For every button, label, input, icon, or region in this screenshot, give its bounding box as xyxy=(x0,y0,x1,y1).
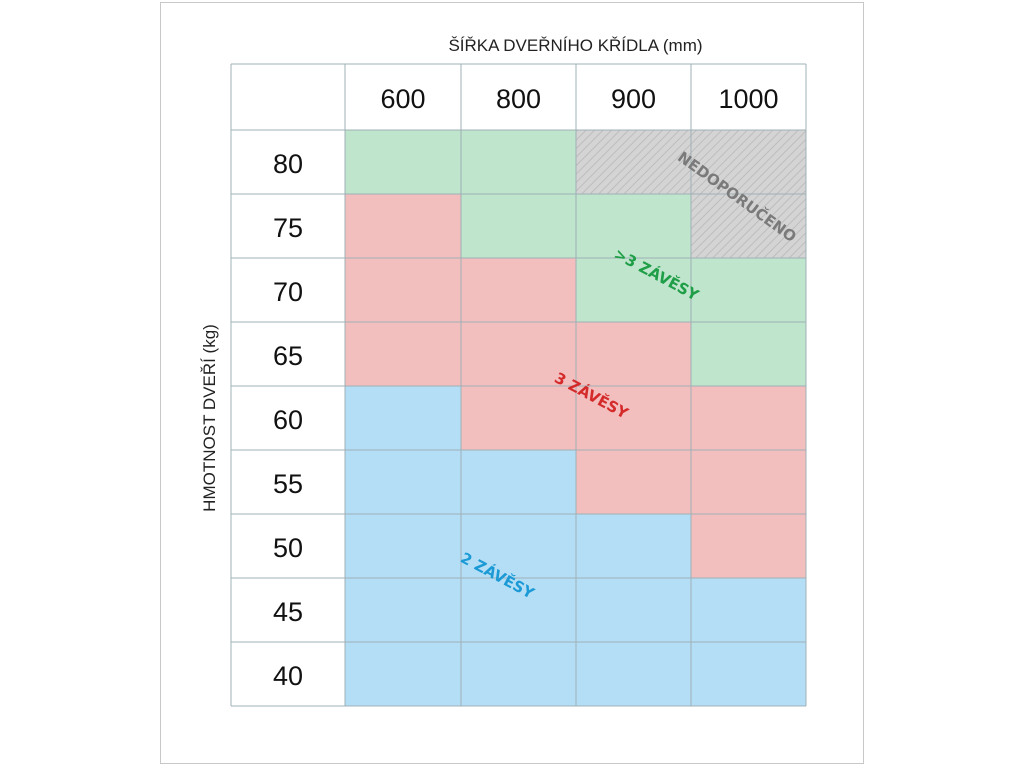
chart-frame: NEDOPORUČENO >3 ZÁVĚSY 3 ZÁVĚSY 2 ZÁVĚSY 60… xyxy=(160,2,864,764)
weight-header-75: 75 xyxy=(273,213,303,243)
cell-40-900 xyxy=(576,642,691,706)
weight-header-70: 70 xyxy=(273,277,303,307)
cell-80-600 xyxy=(345,130,461,194)
cell-75-1000 xyxy=(691,194,806,258)
cell-75-800 xyxy=(461,194,576,258)
cell-50-900 xyxy=(576,514,691,578)
cell-80-800 xyxy=(461,130,576,194)
cell-65-900 xyxy=(576,322,691,386)
weight-header-50: 50 xyxy=(273,533,303,563)
cell-50-1000 xyxy=(691,514,806,578)
cell-70-1000 xyxy=(691,258,806,322)
cell-50-800 xyxy=(461,514,576,578)
cell-60-1000 xyxy=(691,386,806,450)
width-header-900: 900 xyxy=(611,84,656,114)
weight-header-65: 65 xyxy=(273,341,303,371)
weight-header-45: 45 xyxy=(273,597,303,627)
cell-55-900 xyxy=(576,450,691,514)
width-header-1000: 1000 xyxy=(718,84,778,114)
cell-45-900 xyxy=(576,578,691,642)
cell-50-600 xyxy=(345,514,461,578)
cell-65-800 xyxy=(461,322,576,386)
width-header-800: 800 xyxy=(496,84,541,114)
cell-75-600 xyxy=(345,194,461,258)
cell-40-600 xyxy=(345,642,461,706)
cell-60-600 xyxy=(345,386,461,450)
cell-55-600 xyxy=(345,450,461,514)
y-axis-label: HMOTNOST DVEŘÍ (kg) xyxy=(200,324,219,512)
cell-65-600 xyxy=(345,322,461,386)
cell-65-1000 xyxy=(691,322,806,386)
cell-45-600 xyxy=(345,578,461,642)
cell-80-900 xyxy=(576,130,691,194)
cell-45-1000 xyxy=(691,578,806,642)
width-header-600: 600 xyxy=(380,84,425,114)
weight-header-40: 40 xyxy=(273,661,303,691)
cell-70-900 xyxy=(576,258,691,322)
weight-header-80: 80 xyxy=(273,149,303,179)
cell-60-900 xyxy=(576,386,691,450)
cell-75-900 xyxy=(576,194,691,258)
cell-60-800 xyxy=(461,386,576,450)
cell-45-800 xyxy=(461,578,576,642)
cell-40-1000 xyxy=(691,642,806,706)
cell-70-800 xyxy=(461,258,576,322)
weight-header-60: 60 xyxy=(273,405,303,435)
x-axis-label: ŠÍŘKA DVEŘNÍHO KŘÍDLA (mm) xyxy=(448,36,702,55)
weight-header-55: 55 xyxy=(273,469,303,499)
cell-70-600 xyxy=(345,258,461,322)
cell-55-1000 xyxy=(691,450,806,514)
cell-55-800 xyxy=(461,450,576,514)
cell-80-1000 xyxy=(691,130,806,194)
cell-40-800 xyxy=(461,642,576,706)
